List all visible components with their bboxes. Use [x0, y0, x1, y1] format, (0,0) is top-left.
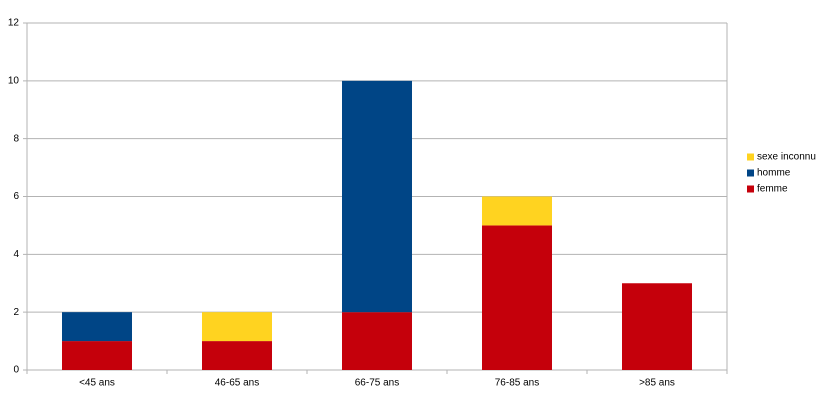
- y-tick-label: 12: [8, 18, 20, 29]
- x-tick-label: >85 ans: [639, 378, 675, 389]
- x-tick-label: 76-85 ans: [495, 378, 539, 389]
- legend-label: femme: [757, 184, 788, 195]
- y-tick-label: 0: [13, 365, 19, 376]
- x-tick-label: <45 ans: [79, 378, 115, 389]
- bar-segment: [62, 312, 132, 342]
- legend-label: sexe inconnu: [757, 152, 816, 163]
- bar-segment: [202, 312, 272, 342]
- y-tick-label: 4: [13, 249, 19, 260]
- bar-segment: [202, 341, 272, 370]
- y-tick-label: 10: [8, 75, 20, 86]
- x-tick-label: 66-75 ans: [355, 378, 399, 389]
- legend-swatch: [747, 185, 754, 193]
- y-tick-label: 6: [13, 191, 19, 202]
- bar-segment: [482, 196, 552, 226]
- x-tick-label: 46-65 ans: [215, 378, 259, 389]
- bar-segment: [622, 283, 692, 370]
- bar-segment: [342, 312, 412, 370]
- bar-segment: [482, 225, 552, 370]
- bar-segment: [62, 341, 132, 370]
- bar-segment: [342, 80, 412, 313]
- legend-label: homme: [757, 168, 791, 179]
- y-tick-label: 8: [13, 133, 19, 144]
- legend-swatch: [747, 153, 754, 161]
- y-tick-label: 2: [13, 307, 19, 318]
- legend-swatch: [747, 169, 754, 177]
